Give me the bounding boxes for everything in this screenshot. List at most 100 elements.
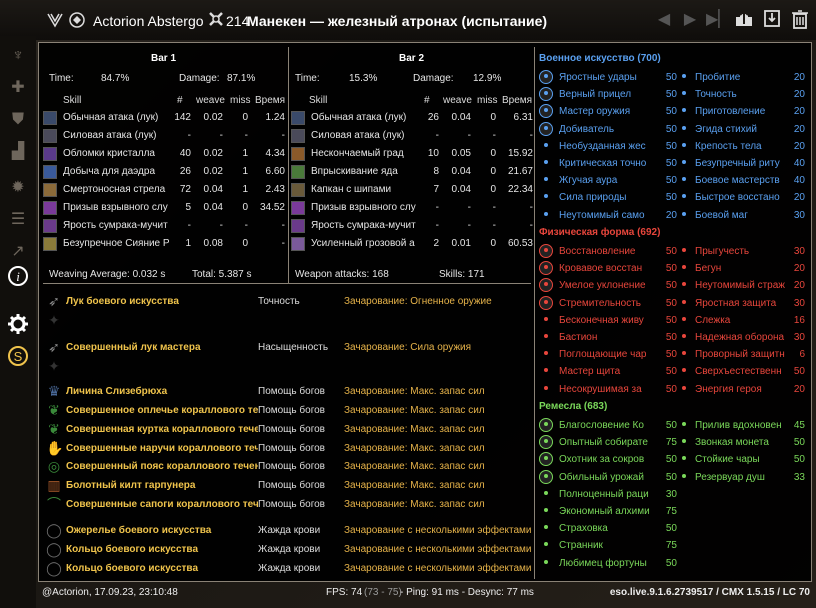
- cp-star-row[interactable]: Прилив вдохновен 45: [679, 417, 809, 434]
- skill-name: Обычная атака (лук): [63, 112, 159, 123]
- cp-star-row[interactable]: Восстановление 50: [539, 243, 679, 260]
- cp-star-value: 50: [665, 72, 677, 83]
- cp-star-value: 30: [793, 297, 805, 309]
- cp-star-row[interactable]: Мастер щита 50: [539, 363, 679, 380]
- cp-star-row[interactable]: Странник 75: [539, 537, 679, 554]
- cp-star-row[interactable]: Неутомимый само 20: [539, 207, 679, 224]
- cp-star-name: Экономный алхими: [559, 506, 650, 517]
- log-icon[interactable]: ☰: [10, 211, 26, 228]
- skill-weave: 0.02: [203, 112, 223, 123]
- cp-star-row[interactable]: Опытный собирате 75: [539, 434, 679, 451]
- buffs-icon[interactable]: ✹: [11, 179, 25, 196]
- class-icon: [68, 11, 86, 29]
- bow-icon: ➶: [48, 339, 60, 355]
- settings-icon[interactable]: [8, 314, 28, 334]
- cp-star-row[interactable]: Яростная защита 30: [679, 295, 809, 312]
- cp-star-name: Проворный защитн: [695, 349, 785, 361]
- cp-star-row[interactable]: Несокрушимая за 50: [539, 381, 679, 398]
- cp-star-value: 30: [793, 332, 805, 343]
- cp-star-row[interactable]: Пробитие 20: [679, 69, 809, 86]
- legs-icon: ▥: [47, 477, 61, 493]
- cp-star-row[interactable]: Мастер оружия 50: [539, 103, 679, 120]
- cp-star-row[interactable]: Звонкая монета 50: [679, 434, 809, 451]
- cp-star-row[interactable]: Стойкие чары 50: [679, 451, 809, 468]
- cp-star-row[interactable]: Эгида стихий 20: [679, 121, 809, 138]
- cp-star-row[interactable]: Кровавое восстан 50: [539, 260, 679, 277]
- skill-name: Нескончаемый град: [311, 148, 404, 159]
- last-fight-button[interactable]: ▶▏: [706, 11, 731, 28]
- cp-star-value: 30: [665, 488, 677, 500]
- cp-star-row[interactable]: Бастион 50: [539, 329, 679, 346]
- cp-star-row[interactable]: Стремительность 50: [539, 295, 679, 312]
- cp-star-row[interactable]: Поглощающие чар 50: [539, 346, 679, 363]
- cp-star-row[interactable]: Неутомимый страж 20: [679, 277, 809, 294]
- cp-star-value: 50: [665, 557, 677, 569]
- cp-star-row[interactable]: Добиватель 50: [539, 121, 679, 138]
- cp-star-row[interactable]: Умелое уклонение 50: [539, 277, 679, 294]
- cp-star-row[interactable]: Проворный защитн 6: [679, 346, 809, 363]
- shield-icon[interactable]: ⛊: [11, 111, 24, 128]
- graph-icon[interactable]: ▟: [11, 143, 25, 160]
- server-version: eso.live.9.1.6.2739517 / CMX 1.5.15 / LC…: [609, 587, 810, 598]
- cp-star-row[interactable]: Охотник за сокров 50: [539, 451, 679, 468]
- skill-count: 26: [427, 112, 439, 123]
- cp-star-row[interactable]: Критическая точно 50: [539, 155, 679, 172]
- cp-star-row[interactable]: Экономный алхими 75: [539, 503, 679, 520]
- gear-name: Совершенная куртка кораллового тече: [66, 424, 258, 435]
- currency-icon[interactable]: S: [8, 346, 28, 366]
- ring-icon: ◯: [46, 541, 62, 557]
- gear-trait: Помощь богов: [258, 499, 325, 510]
- cp-star-row[interactable]: Необузданная жес 50: [539, 138, 679, 155]
- gear-trait: Помощь богов: [258, 480, 325, 491]
- cp-star-row[interactable]: Приготовление 20: [679, 103, 809, 120]
- cp-star-row[interactable]: Любимец фортуны 50: [539, 555, 679, 572]
- cp-star-row[interactable]: Обильный урожай 50: [539, 469, 679, 486]
- cp-star-row[interactable]: Прыгучесть 30: [679, 243, 809, 260]
- main-panel: Bar 1 Time: 84.7% Damage: 87.1% Skill # …: [38, 42, 812, 582]
- cp-star-value: 50: [665, 123, 677, 135]
- svg-text:i: i: [16, 269, 20, 284]
- cp-star-value: 50: [665, 366, 677, 378]
- next-fight-button[interactable]: ▶: [683, 11, 697, 28]
- cp-star-row[interactable]: Надежная оборона 30: [679, 329, 809, 346]
- cp-star-row[interactable]: Резервуар душ 33: [679, 469, 809, 486]
- cp-star-row[interactable]: Точность 20: [679, 86, 809, 103]
- healing-icon[interactable]: ✚: [11, 79, 25, 96]
- cp-star-value: 75: [665, 540, 677, 552]
- upload-button[interactable]: [734, 9, 754, 31]
- cp-star-row[interactable]: Быстрое восстано 20: [679, 189, 809, 206]
- skill-time: 4.34: [265, 148, 285, 159]
- cp-star-row[interactable]: Энергия героя 20: [679, 381, 809, 398]
- weapon-stats-icon[interactable]: ♆: [12, 47, 24, 64]
- delete-button[interactable]: [790, 9, 810, 31]
- cp-star-row[interactable]: Боевой маг 30: [679, 207, 809, 224]
- cp-star-value: 20: [665, 209, 677, 221]
- cp-star-row[interactable]: Благословение Ко 50: [539, 417, 679, 434]
- skill-row: Обычная атака (лук) 26 0.04 0 6.31: [291, 109, 541, 127]
- cp-star-row[interactable]: Крепость тела 20: [679, 138, 809, 155]
- cp-star-row[interactable]: Боевое мастерств 40: [679, 172, 809, 189]
- cp-star-row[interactable]: Сверхъестественн 50: [679, 363, 809, 380]
- save-button[interactable]: [762, 9, 782, 31]
- cp-star-row[interactable]: Сила природы 50: [539, 189, 679, 206]
- gear-row: ❦ Совершенное оплечье кораллового тече П…: [44, 401, 534, 420]
- cp-star-row[interactable]: Бегун 20: [679, 260, 809, 277]
- cp-star-row[interactable]: Бесконечная живу 50: [539, 312, 679, 329]
- cp-star-row[interactable]: Полноценный раци 30: [539, 486, 679, 503]
- previous-fight-button[interactable]: ◀: [657, 11, 671, 28]
- cp-star-row[interactable]: Жгучая аура 50: [539, 172, 679, 189]
- cp-star-row[interactable]: Слежка 16: [679, 312, 809, 329]
- gear-row: ✋ Совершенные наручи кораллового тече По…: [44, 439, 534, 458]
- skill-time: 21.67: [507, 166, 533, 177]
- cp-star-row[interactable]: Верный прицел 50: [539, 86, 679, 103]
- cp-star-row[interactable]: Страховка 50: [539, 520, 679, 537]
- info-icon[interactable]: i: [8, 266, 28, 286]
- ring-icon: ◯: [46, 560, 62, 576]
- skill-icon: [43, 147, 57, 161]
- cp-star-value: 16: [793, 314, 805, 326]
- cp-star-row[interactable]: Безупречный риту 40: [679, 155, 809, 172]
- skill-row: Впрыскивание яда 8 0.04 0 21.67: [291, 163, 541, 181]
- trend-icon[interactable]: ↗: [11, 243, 25, 260]
- skill-miss: -: [492, 202, 496, 213]
- cp-star-row[interactable]: Яростные удары 50: [539, 69, 679, 86]
